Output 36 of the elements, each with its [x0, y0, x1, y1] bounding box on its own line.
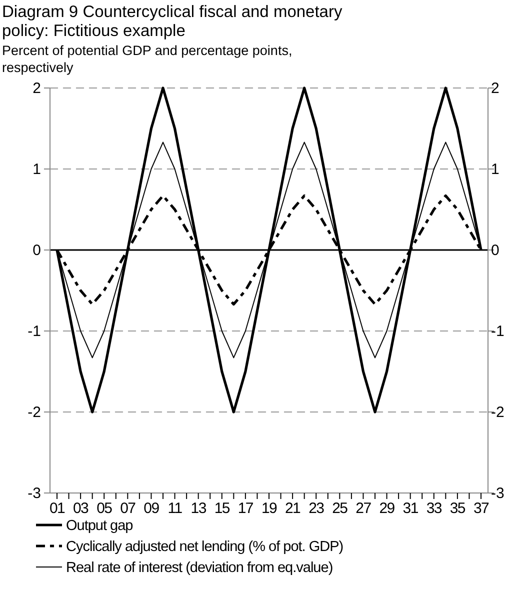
y2-tick-label: -2	[491, 404, 504, 421]
x-tick-label: 11	[168, 500, 182, 517]
y-tick-label: 1	[32, 161, 41, 178]
x-tick-label: 07	[120, 500, 136, 517]
x-tick-label: 05	[96, 500, 112, 517]
x-tick-label: 35	[450, 500, 466, 517]
x-tick-label: 01	[49, 500, 65, 517]
chart-title: Diagram 9 Countercyclical fiscal and monetary policy: Fictitious example	[2, 3, 343, 40]
y-tick-label: 2	[32, 80, 41, 97]
legend-label: Real rate of interest (deviation from eq.value)	[66, 560, 333, 576]
x-tick-label: 13	[190, 500, 206, 517]
x-tick-label: 09	[144, 500, 160, 517]
x-tick-label: 25	[332, 500, 348, 517]
y-tick-label: 0	[32, 242, 41, 259]
y2-tick-label: 2	[491, 80, 500, 97]
x-tick-label: 19	[261, 500, 277, 517]
y-tick-label: -3	[28, 485, 41, 502]
x-tick-label: 21	[285, 500, 301, 517]
y-tick-label: -1	[28, 323, 41, 340]
x-tick-label: 03	[73, 500, 89, 517]
x-tick-label: 31	[402, 500, 418, 517]
x-tick-label: 17	[238, 500, 254, 517]
y2-tick-label: 0	[491, 242, 500, 259]
x-tick-label: 15	[214, 500, 230, 517]
x-tick-label: 29	[379, 500, 395, 517]
x-tick-label: 23	[308, 500, 324, 517]
x-tick-label: 37	[473, 500, 489, 517]
y2-tick-label: -3	[491, 485, 504, 502]
y2-tick-label: -1	[491, 323, 504, 340]
y-tick-label: -2	[28, 404, 41, 421]
legend-label: Output gap	[66, 518, 134, 534]
legend-label: Cyclically adjusted net lending (% of pot. GDP)	[66, 539, 344, 555]
x-tick-label: 33	[426, 500, 442, 517]
y2-tick-label: 1	[491, 161, 500, 178]
chart-subtitle: Percent of potential GDP and percentage points, respectively	[2, 43, 292, 75]
x-tick-label: 27	[356, 500, 372, 517]
